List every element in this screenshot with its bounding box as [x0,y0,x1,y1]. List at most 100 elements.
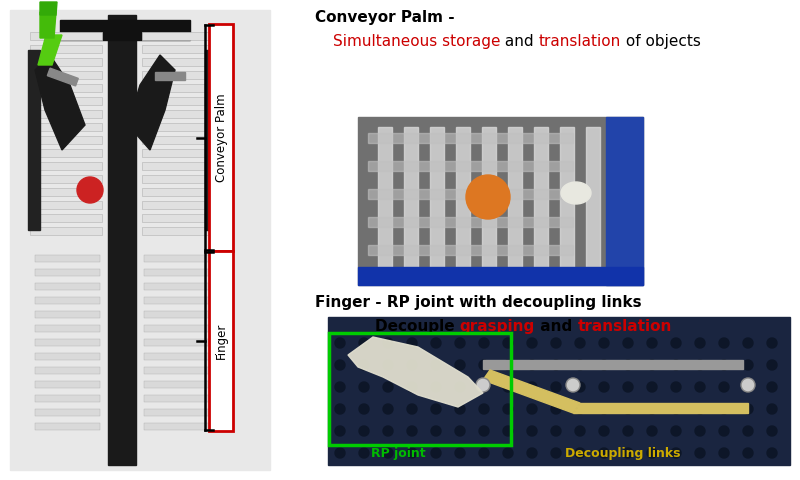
Bar [108,15,136,465]
Bar [30,58,102,66]
Circle shape [77,177,103,203]
Bar [30,71,102,79]
Bar [482,127,496,275]
Bar [358,117,643,285]
Bar [368,217,573,227]
Circle shape [359,338,369,348]
Polygon shape [40,2,57,15]
Bar [30,214,102,222]
Circle shape [551,448,561,458]
Circle shape [575,404,585,414]
Bar [30,123,102,131]
Circle shape [767,404,777,414]
Bar [430,127,444,275]
Circle shape [575,448,585,458]
Bar [144,409,209,416]
Circle shape [599,360,609,370]
Bar [144,353,209,360]
Circle shape [623,448,633,458]
Circle shape [599,404,609,414]
Circle shape [335,404,345,414]
Bar [144,381,209,388]
Circle shape [599,426,609,436]
Circle shape [476,378,490,392]
Bar [35,255,100,262]
Circle shape [671,338,681,348]
Bar [30,149,102,157]
Bar [35,325,100,332]
Bar [35,381,100,388]
Circle shape [575,360,585,370]
Bar [142,136,214,144]
Bar [534,127,548,275]
Circle shape [407,404,417,414]
Bar [30,84,102,92]
Circle shape [671,404,681,414]
Bar [368,245,573,255]
Bar [142,45,214,53]
Polygon shape [40,12,56,38]
Circle shape [767,448,777,458]
Circle shape [623,404,633,414]
Circle shape [647,448,657,458]
Bar [144,339,209,346]
Circle shape [551,404,561,414]
Circle shape [719,404,729,414]
Circle shape [479,338,489,348]
Bar [35,339,100,346]
Circle shape [767,382,777,392]
Bar [378,127,392,275]
Circle shape [695,426,705,436]
Circle shape [359,360,369,370]
Text: Conveyor Palm -: Conveyor Palm - [315,10,460,25]
Circle shape [743,404,753,414]
Text: of objects: of objects [622,34,701,49]
Circle shape [623,382,633,392]
Bar [28,50,40,230]
Circle shape [767,338,777,348]
Bar [142,227,214,235]
Circle shape [671,382,681,392]
Circle shape [383,338,393,348]
Bar [368,161,573,171]
Circle shape [671,448,681,458]
Circle shape [479,382,489,392]
Polygon shape [483,370,580,413]
Circle shape [551,382,561,392]
Bar [35,395,100,402]
Circle shape [455,448,465,458]
Ellipse shape [561,182,591,204]
Bar [142,214,214,222]
Circle shape [383,382,393,392]
Bar [508,127,522,275]
Circle shape [359,426,369,436]
Circle shape [407,382,417,392]
Text: Decouple: Decouple [333,319,460,334]
Circle shape [527,404,537,414]
Circle shape [647,382,657,392]
Bar [368,133,573,143]
Bar [142,32,214,40]
Text: translation: translation [578,319,672,334]
Circle shape [647,360,657,370]
Circle shape [503,448,513,458]
Circle shape [551,426,561,436]
Text: Finger - RP joint with decoupling links: Finger - RP joint with decoupling links [315,295,642,310]
Polygon shape [573,403,748,413]
Bar [142,175,214,183]
Circle shape [383,360,393,370]
Bar [368,189,573,199]
Circle shape [335,426,345,436]
Circle shape [566,378,580,392]
Bar [35,311,100,318]
Circle shape [623,338,633,348]
Bar [142,97,214,105]
Circle shape [431,360,441,370]
Circle shape [719,338,729,348]
Bar [144,367,209,374]
Circle shape [455,360,465,370]
Bar [144,423,209,430]
FancyBboxPatch shape [209,251,233,431]
Circle shape [359,448,369,458]
Circle shape [575,426,585,436]
